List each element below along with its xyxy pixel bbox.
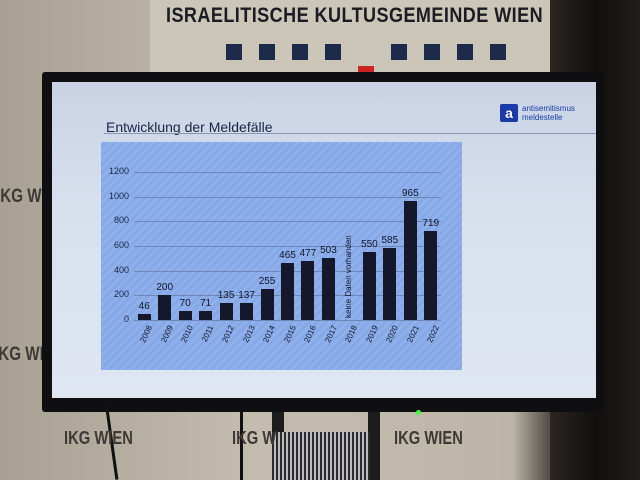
bar	[321, 257, 335, 320]
cable	[240, 412, 243, 480]
logo-line-2: meldestelle	[522, 113, 563, 122]
bar	[281, 262, 294, 320]
bar-value-label: 200	[156, 282, 174, 294]
bar-value-label: 477	[299, 248, 317, 260]
bar	[362, 252, 376, 320]
x-tick-label: 2012	[220, 324, 237, 344]
gridline	[134, 221, 441, 223]
meldestelle-logo: a antisemitismus meldestelle	[500, 104, 575, 122]
bar	[383, 247, 397, 320]
x-tick-label: 2021	[404, 324, 421, 344]
y-tick-label: 200	[113, 289, 129, 300]
bar	[158, 295, 172, 320]
ikg-banner	[150, 0, 555, 80]
y-tick-label: 600	[113, 240, 129, 250]
equipment-box	[272, 432, 370, 480]
x-tick-label: 2020	[384, 324, 401, 344]
x-tick-label: 2011	[200, 324, 216, 344]
bar-value-label: 255	[258, 275, 276, 287]
x-tick-label: 2018	[343, 324, 360, 344]
x-tick-label: 2022	[425, 324, 441, 344]
x-tick-label: 2008	[138, 324, 155, 344]
bar	[240, 303, 254, 320]
bar	[301, 261, 315, 320]
y-tick-label: 400	[113, 264, 129, 275]
x-tick-label: 2017	[322, 324, 339, 344]
logo-line-1: antisemitismus	[522, 104, 575, 113]
bar-value-label: 135	[217, 290, 235, 302]
x-tick-label: 2014	[261, 324, 278, 344]
y-tick-label: 1200	[108, 166, 129, 176]
bottom-logo: IKG WIEN	[64, 428, 133, 448]
y-tick-label: 1000	[108, 190, 129, 201]
bar	[219, 303, 233, 320]
x-tick-label: 2016	[302, 324, 319, 344]
x-tick-label: 2015	[281, 324, 298, 344]
bar	[137, 314, 151, 320]
bottom-logo: IKG WIEN	[394, 428, 463, 448]
no-data-annotation: keine Daten vorhanden	[343, 235, 353, 318]
banner-squares	[226, 44, 506, 74]
bar	[424, 231, 438, 320]
title-divider	[104, 133, 596, 134]
bar-value-label: 137	[238, 290, 255, 302]
x-tick-label: 2009	[159, 324, 175, 344]
bar-chart: 0 200 400 600 800 1000 1200 46 2008 200 2009 70 2010…	[101, 142, 462, 370]
bar	[260, 288, 274, 320]
slide-title: Entwicklung der Meldefälle	[106, 119, 273, 135]
gridline	[134, 246, 441, 247]
plot-area: 0 200 400 600 800 1000 1200 46 2008 200 2009 70 2010…	[109, 166, 441, 344]
bar-value-label: 70	[179, 298, 191, 310]
bar	[178, 311, 192, 320]
stand-right	[368, 412, 380, 480]
y-tick-label: 800	[113, 215, 129, 226]
y-tick-label: 0	[123, 314, 129, 324]
banner-title: ISRAELITISCHE KULTUSGEMEINDE WIEN	[166, 4, 544, 27]
x-tick-label: 2019	[363, 324, 380, 344]
gridline	[134, 172, 441, 173]
gridline	[134, 196, 441, 198]
bottom-logo: IKG W	[232, 428, 277, 448]
logo-a-icon: a	[500, 104, 518, 122]
bar-value-label: 46	[138, 301, 150, 313]
bar	[403, 200, 417, 320]
bar-value-label: 465	[279, 249, 296, 261]
power-led-icon	[416, 410, 421, 415]
x-tick-label: 2010	[179, 324, 196, 344]
bar-value-label: 503	[320, 244, 337, 256]
bar-value-label: 965	[401, 187, 419, 199]
bar-value-label: 585	[381, 234, 399, 246]
bar	[199, 311, 213, 320]
gridline	[134, 320, 441, 321]
bar-value-label: 550	[361, 239, 378, 251]
bar-value-label: 719	[422, 218, 440, 230]
x-tick-label: 2013	[241, 324, 257, 344]
bar-value-label: 71	[200, 298, 212, 310]
